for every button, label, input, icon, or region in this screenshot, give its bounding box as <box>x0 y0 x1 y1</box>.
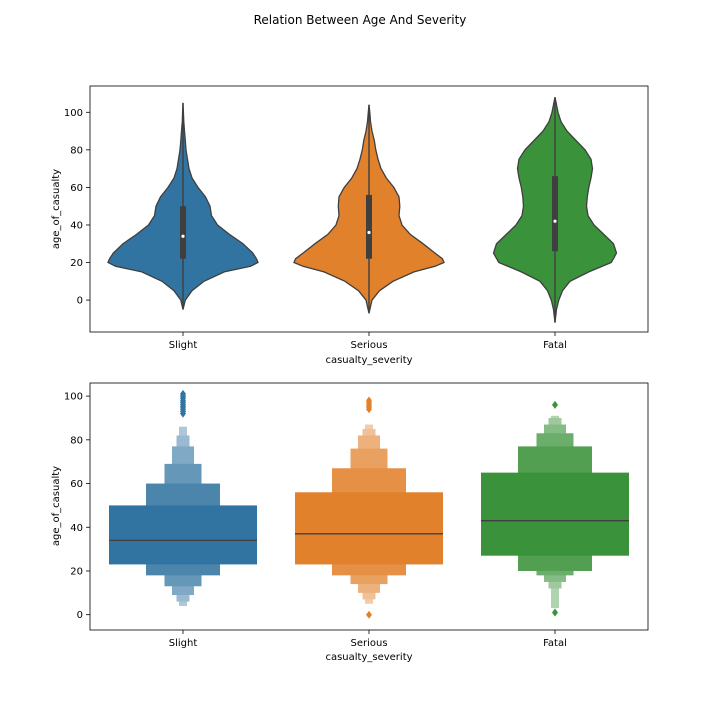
violin-y-tick-label: 60 <box>70 183 83 194</box>
violin-y-tick-label: 40 <box>70 220 83 231</box>
boxen-y-tick-label: 40 <box>70 523 83 534</box>
violin-median-dot-serious <box>367 230 371 235</box>
boxen-x-axis-label: casualty_severity <box>325 652 412 663</box>
boxen-marks <box>109 389 629 619</box>
violin-y-tick-label: 80 <box>70 145 83 156</box>
violin-iqr-box-fatal <box>552 176 558 252</box>
boxen-y-tick-label: 60 <box>70 479 83 490</box>
boxen-x-tick-label-serious: Serious <box>350 638 387 649</box>
violin-y-tick-label: 100 <box>64 108 83 119</box>
boxen-outlier-slight <box>180 389 186 398</box>
boxen-outlier-fatal <box>552 400 558 409</box>
violin-x-axis-label: casualty_severity <box>325 355 412 366</box>
boxen-plot-panel: 0 20 40 60 80 100 Slight Serious Fatal casualty… <box>51 382 649 663</box>
violin-marks <box>107 97 618 323</box>
violin-iqr-box-serious <box>366 194 372 259</box>
boxen-y-ticks: 0 20 40 60 80 100 <box>64 392 90 621</box>
violin-plot-panel: 0 20 40 60 80 100 Slight Serious Fatal casualty… <box>51 85 649 366</box>
boxen-box-serious-level-1 <box>295 492 443 565</box>
boxen-outlier-serious <box>366 610 372 619</box>
boxen-x-tick-label-fatal: Fatal <box>543 638 567 649</box>
violin-median-dot-fatal <box>553 219 557 223</box>
boxen-x-tick-label-slight: Slight <box>169 638 198 649</box>
boxen-y-tick-label: 100 <box>64 392 83 403</box>
violin-iqr-box-slight <box>180 206 186 259</box>
boxen-outlier-fatal <box>552 608 558 617</box>
boxen-y-tick-label: 20 <box>70 566 83 577</box>
boxen-y-axis-label: age_of_casualty <box>51 466 62 546</box>
boxen-box-fatal-level-1 <box>481 472 629 556</box>
violin-x-tick-label-slight: Slight <box>169 340 198 351</box>
violin-median-dot-slight <box>181 234 185 238</box>
boxen-y-tick-label: 0 <box>77 610 83 621</box>
violin-y-tick-label: 0 <box>77 296 83 307</box>
violin-x-tick-label-fatal: Fatal <box>543 340 567 351</box>
violin-y-ticks: 0 20 40 60 80 100 <box>64 108 90 307</box>
boxen-box-slight-level-1 <box>109 505 257 565</box>
boxen-x-ticks: Slight Serious Fatal <box>169 630 567 649</box>
violin-y-axis-label: age_of_casualty <box>51 169 62 249</box>
violin-x-ticks: Slight Serious Fatal <box>169 332 567 351</box>
boxen-outlier-serious <box>366 396 372 405</box>
figure-title: Relation Between Age And Severity <box>254 13 467 27</box>
violin-y-tick-label: 20 <box>70 258 83 269</box>
boxen-y-tick-label: 80 <box>70 435 83 446</box>
violin-x-tick-label-serious: Serious <box>350 340 387 351</box>
